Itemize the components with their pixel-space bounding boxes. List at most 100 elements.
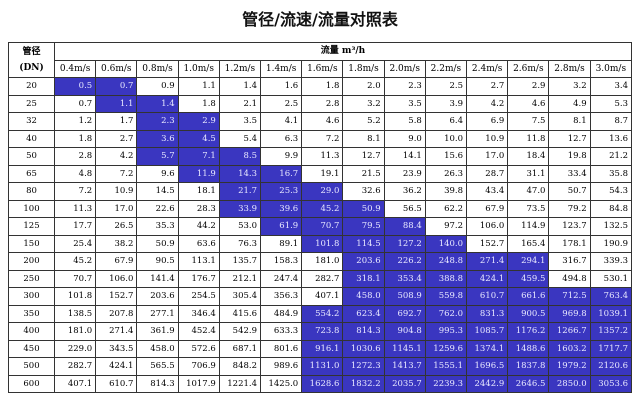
flow-cell: 67.9 bbox=[95, 252, 138, 271]
flow-cell: 2.1 bbox=[218, 94, 262, 113]
highlight-cell: 1176.2 bbox=[507, 322, 550, 341]
flow-cell: 0.7 bbox=[53, 94, 97, 113]
flow-cell: 6.3 bbox=[260, 129, 303, 148]
flow-cell: 0.9 bbox=[136, 77, 179, 96]
flow-cell: 4.8 bbox=[53, 164, 97, 183]
highlight-cell: 248.8 bbox=[424, 252, 468, 271]
highlight-cell: 1.1 bbox=[95, 94, 138, 113]
flow-cell: 1425.0 bbox=[260, 374, 303, 393]
flow-cell: 542.9 bbox=[218, 322, 262, 341]
highlight-cell: 2850.0 bbox=[548, 374, 591, 393]
highlight-cell: 1628.6 bbox=[301, 374, 344, 393]
speed-header: 1.2m/s bbox=[218, 59, 262, 78]
highlight-cell: 1030.6 bbox=[342, 339, 385, 358]
flow-cell: 5.8 bbox=[383, 112, 426, 131]
flow-cell: 3.9 bbox=[424, 94, 468, 113]
flow-cell: 282.7 bbox=[301, 269, 344, 288]
flow-cell: 17.0 bbox=[95, 199, 138, 218]
flow-cell: 4.2 bbox=[95, 147, 138, 166]
flow-cell: 45.2 bbox=[53, 252, 97, 271]
flow-cell: 356.3 bbox=[260, 287, 303, 306]
flow-cell: 10.9 bbox=[466, 129, 509, 148]
speed-row: 0.4m/s 0.6m/s 0.8m/s 1.0m/s 1.2m/s 1.4m/s 1.6m… bbox=[9, 59, 633, 78]
dn-cell: 250 bbox=[8, 269, 55, 288]
data-row: 450 229.0 343.5 458.0 572.6 687.1 801.6 916.1 10… bbox=[8, 339, 633, 358]
flow-cell: 7.2 bbox=[95, 164, 138, 183]
highlight-cell: 424.1 bbox=[466, 269, 509, 288]
flow-cell: 343.5 bbox=[95, 339, 138, 358]
flow-cell: 152.7 bbox=[466, 234, 509, 253]
flow-cell: 14.1 bbox=[383, 147, 426, 166]
flow-cell: 203.6 bbox=[136, 287, 179, 306]
speed-header: 3.0m/s bbox=[589, 59, 633, 78]
flow-cell: 706.9 bbox=[177, 357, 220, 376]
flow-cell: 7.5 bbox=[507, 112, 550, 131]
flow-cell: 339.3 bbox=[589, 252, 633, 271]
flow-cell: 4.9 bbox=[548, 94, 591, 113]
dn-cell: 32 bbox=[8, 112, 55, 131]
flow-cell: 97.2 bbox=[424, 217, 468, 236]
flow-cell: 530.1 bbox=[589, 269, 633, 288]
flow-cell: 54.3 bbox=[589, 182, 633, 201]
flow-cell: 814.3 bbox=[136, 374, 179, 393]
dn-cell: 65 bbox=[8, 164, 55, 183]
highlight-cell: 70.7 bbox=[301, 217, 344, 236]
flow-cell: 212.1 bbox=[218, 269, 262, 288]
flow-cell: 305.4 bbox=[218, 287, 262, 306]
flow-cell: 84.8 bbox=[589, 199, 633, 218]
highlight-cell: 14.3 bbox=[218, 164, 262, 183]
flow-cell: 565.5 bbox=[136, 357, 179, 376]
flow-cell: 254.5 bbox=[177, 287, 220, 306]
data-row: 20 0.5 0.7 0.9 1.1 1.4 1.6 1.8 2.0 2.3 2.5 2.7 2.9 3.… bbox=[8, 77, 633, 96]
flow-cell: 10.9 bbox=[95, 182, 138, 201]
highlight-cell: 45.2 bbox=[301, 199, 344, 218]
highlight-cell: 88.4 bbox=[383, 217, 426, 236]
flow-cell: 26.5 bbox=[95, 217, 138, 236]
flow-cell: 277.1 bbox=[136, 304, 179, 323]
highlight-cell: 388.8 bbox=[424, 269, 468, 288]
highlight-cell: 2120.6 bbox=[589, 357, 633, 376]
dn-cell: 40 bbox=[8, 129, 55, 148]
flow-cell: 2.7 bbox=[95, 129, 138, 148]
flow-cell: 2.3 bbox=[383, 77, 426, 96]
dn-header-line: (DN) bbox=[19, 63, 44, 73]
speed-header: 2.6m/s bbox=[507, 59, 550, 78]
highlight-cell: 1272.3 bbox=[342, 357, 385, 376]
highlight-cell: 1374.1 bbox=[466, 339, 509, 358]
highlight-cell: 1837.8 bbox=[507, 357, 550, 376]
highlight-cell: 1357.2 bbox=[589, 322, 633, 341]
speed-header: 1.8m/s bbox=[342, 59, 385, 78]
speed-header: 0.8m/s bbox=[136, 59, 179, 78]
flow-cell: 3.2 bbox=[548, 77, 591, 96]
flow-cell: 36.2 bbox=[383, 182, 426, 201]
flow-cell: 11.3 bbox=[53, 199, 97, 218]
highlight-cell: 2.3 bbox=[136, 112, 179, 131]
highlight-cell: 904.8 bbox=[383, 322, 426, 341]
flow-cell: 361.9 bbox=[136, 322, 179, 341]
highlight-cell: 559.8 bbox=[424, 287, 468, 306]
highlight-cell: 814.3 bbox=[342, 322, 385, 341]
data-row: 50 2.8 4.2 5.7 7.1 8.5 9.9 11.3 12.7 14.1 15.6 17.0… bbox=[8, 147, 633, 166]
speed-header: 1.4m/s bbox=[260, 59, 303, 78]
flow-cell: 1.6 bbox=[260, 77, 303, 96]
flow-cell: 1.8 bbox=[301, 77, 344, 96]
highlight-cell: 995.3 bbox=[424, 322, 468, 341]
highlight-cell: 458.0 bbox=[342, 287, 385, 306]
flow-cell: 1.2 bbox=[53, 112, 97, 131]
highlight-cell: 610.7 bbox=[466, 287, 509, 306]
flow-cell: 152.7 bbox=[95, 287, 138, 306]
flow-cell: 73.5 bbox=[507, 199, 550, 218]
flow-cell: 2.8 bbox=[301, 94, 344, 113]
highlight-cell: 661.6 bbox=[507, 287, 550, 306]
title: 管径/流速/流量对照表 bbox=[242, 10, 398, 29]
highlight-cell: 900.5 bbox=[507, 304, 550, 323]
flow-cell: 1017.9 bbox=[177, 374, 220, 393]
data-row: 350 138.5 207.8 277.1 346.4 415.6 484.9 554.2 62… bbox=[8, 304, 633, 323]
dn-header-line: 管径 bbox=[22, 47, 41, 57]
flow-cell: 113.1 bbox=[177, 252, 220, 271]
flow-cell: 114.9 bbox=[507, 217, 550, 236]
highlight-cell: 969.8 bbox=[548, 304, 591, 323]
flow-cell: 8.7 bbox=[589, 112, 633, 131]
dn-cell: 80 bbox=[8, 182, 55, 201]
highlight-cell: 2.9 bbox=[177, 112, 220, 131]
